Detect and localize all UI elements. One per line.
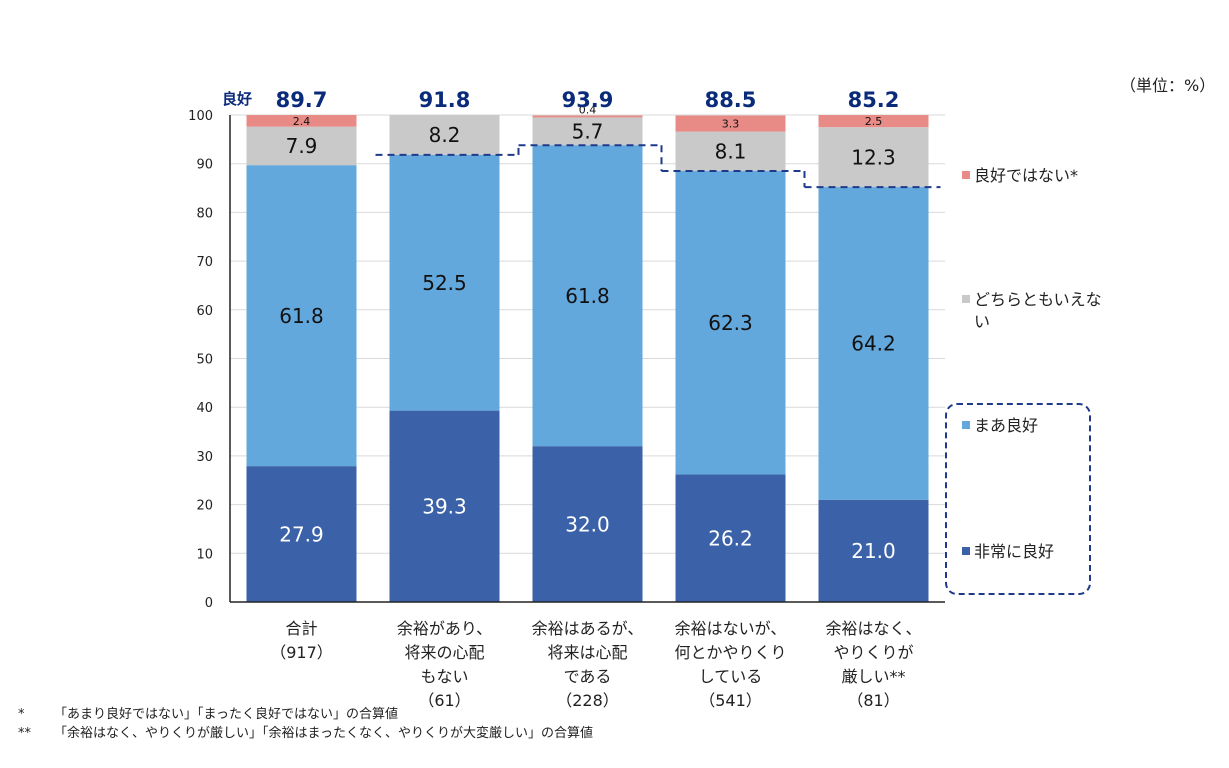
- data-label: 26.2: [708, 526, 753, 550]
- bar-segment: [246, 466, 357, 602]
- good-total-label: 88.5: [705, 88, 757, 112]
- y-tick-label: 10: [196, 547, 213, 562]
- bar-segment: [246, 115, 357, 127]
- data-label: 12.3: [851, 145, 896, 169]
- y-tick-label: 100: [188, 109, 213, 124]
- unit-label: （単位：%）: [1120, 76, 1216, 95]
- bar-segment: [675, 171, 786, 475]
- x-tick-label: 厳しい**: [841, 667, 905, 686]
- bar-segment: [675, 474, 786, 602]
- data-label: 3.3: [722, 117, 740, 130]
- bar-segment: [818, 187, 929, 500]
- y-tick-label: 30: [196, 450, 213, 465]
- good-total-label: 85.2: [848, 88, 900, 112]
- good-total-label: 91.8: [419, 88, 471, 112]
- x-tick-label: （228）: [556, 691, 619, 710]
- good-total-label: 93.9: [562, 88, 614, 112]
- x-tick-label: （61）: [418, 691, 470, 710]
- y-tick-label: 20: [196, 499, 213, 514]
- data-label: 64.2: [851, 332, 896, 356]
- footnote-text: 「余裕はなく、やりくりが厳しい」「余裕はまったくなく、やりくりが大変厳しい」の合…: [54, 726, 593, 741]
- y-tick-label: 0: [205, 596, 213, 611]
- x-tick-label: やりくりが: [833, 643, 913, 662]
- x-tick-label: 余裕はあるが、: [532, 619, 644, 638]
- good-label: 良好: [222, 90, 252, 108]
- bar-segment: [389, 154, 500, 411]
- bar-segment: [818, 127, 929, 188]
- legend-swatch-very-good: [962, 546, 970, 555]
- data-label: 39.3: [422, 495, 467, 519]
- bar-segment: [246, 165, 357, 467]
- bar-segment: [532, 117, 643, 146]
- legend-item-not-good: 良好ではない*: [962, 165, 1078, 187]
- bar-segment: [389, 410, 500, 602]
- data-label: 27.9: [279, 522, 324, 546]
- legend-label: まあ良好: [974, 416, 1039, 435]
- x-tick-label: 合計: [285, 619, 317, 638]
- x-tick-label: もない: [420, 667, 468, 686]
- data-label: 8.1: [715, 139, 747, 163]
- x-tick-label: である: [564, 667, 612, 686]
- y-tick-label: 60: [196, 304, 213, 319]
- data-label: 7.9: [286, 134, 318, 158]
- data-label: 21.0: [851, 539, 896, 563]
- good-group-outline: [945, 403, 1091, 595]
- x-tick-label: （81）: [847, 691, 899, 710]
- y-tick-label: 90: [196, 158, 213, 173]
- legend-item-very-good: 非常に良好: [962, 541, 1054, 563]
- bar-segment: [532, 115, 643, 118]
- legend-swatch-not-good: [962, 170, 970, 179]
- x-tick-label: 何とかやりくり: [674, 643, 786, 662]
- footnote-text: 「あまり良好ではない」「まったく良好ではない」の合算値: [54, 707, 398, 722]
- bar-segment: [675, 115, 786, 132]
- legend-swatch-neutral: [962, 294, 970, 303]
- x-tick-label: 余裕はないが、: [675, 619, 787, 638]
- x-tick-label: 余裕はなく、: [825, 619, 921, 638]
- bar-segment: [675, 131, 786, 172]
- y-tick-label: 50: [196, 353, 213, 368]
- data-label: 2.5: [865, 115, 883, 128]
- legend-label: 良好ではない*: [974, 166, 1079, 185]
- x-tick-label: している: [699, 667, 763, 686]
- legend-item-neutral: どちらともいえない: [962, 289, 1104, 333]
- y-tick-label: 40: [196, 401, 213, 416]
- bar-segment: [818, 115, 929, 128]
- footnote-mark: **: [18, 726, 31, 741]
- data-label: 0.4: [579, 103, 597, 116]
- y-tick-label: 70: [196, 255, 213, 270]
- data-label: 2.4: [293, 115, 311, 128]
- data-label: 61.8: [279, 304, 324, 328]
- footnote-1: * 「あまり良好ではない」「まったく良好ではない」の合算値: [18, 703, 398, 722]
- x-tick-label: 将来の心配: [404, 643, 484, 662]
- footnote-2: ** 「余裕はなく、やりくりが厳しい」「余裕はまったくなく、やりくりが大変厳しい」…: [18, 722, 593, 741]
- data-label: 62.3: [708, 311, 753, 335]
- data-label: 5.7: [572, 120, 604, 144]
- x-tick-label: 余裕があり、: [397, 619, 492, 638]
- bar-segment: [389, 115, 500, 155]
- legend-label: 非常に良好: [974, 542, 1055, 561]
- bar-segment: [532, 446, 643, 602]
- footnote-mark: *: [18, 707, 25, 722]
- x-tick-label: 将来は心配: [547, 643, 627, 662]
- y-tick-label: 80: [196, 206, 213, 221]
- legend-item-fairly-good: まあ良好: [962, 415, 1038, 437]
- data-label: 32.0: [565, 512, 610, 536]
- bar-segment: [246, 126, 357, 166]
- x-tick-label: （917）: [270, 643, 333, 662]
- bar-segment: [532, 145, 643, 447]
- data-label: 61.8: [565, 284, 610, 308]
- bar-segment: [818, 499, 929, 602]
- data-label: 52.5: [422, 271, 467, 295]
- x-tick-label: （541）: [699, 691, 762, 710]
- legend-label: どちらともいえない: [974, 290, 1102, 331]
- legend-swatch-fairly-good: [962, 420, 970, 429]
- data-label: 8.2: [429, 123, 461, 147]
- good-total-label: 89.7: [276, 88, 328, 112]
